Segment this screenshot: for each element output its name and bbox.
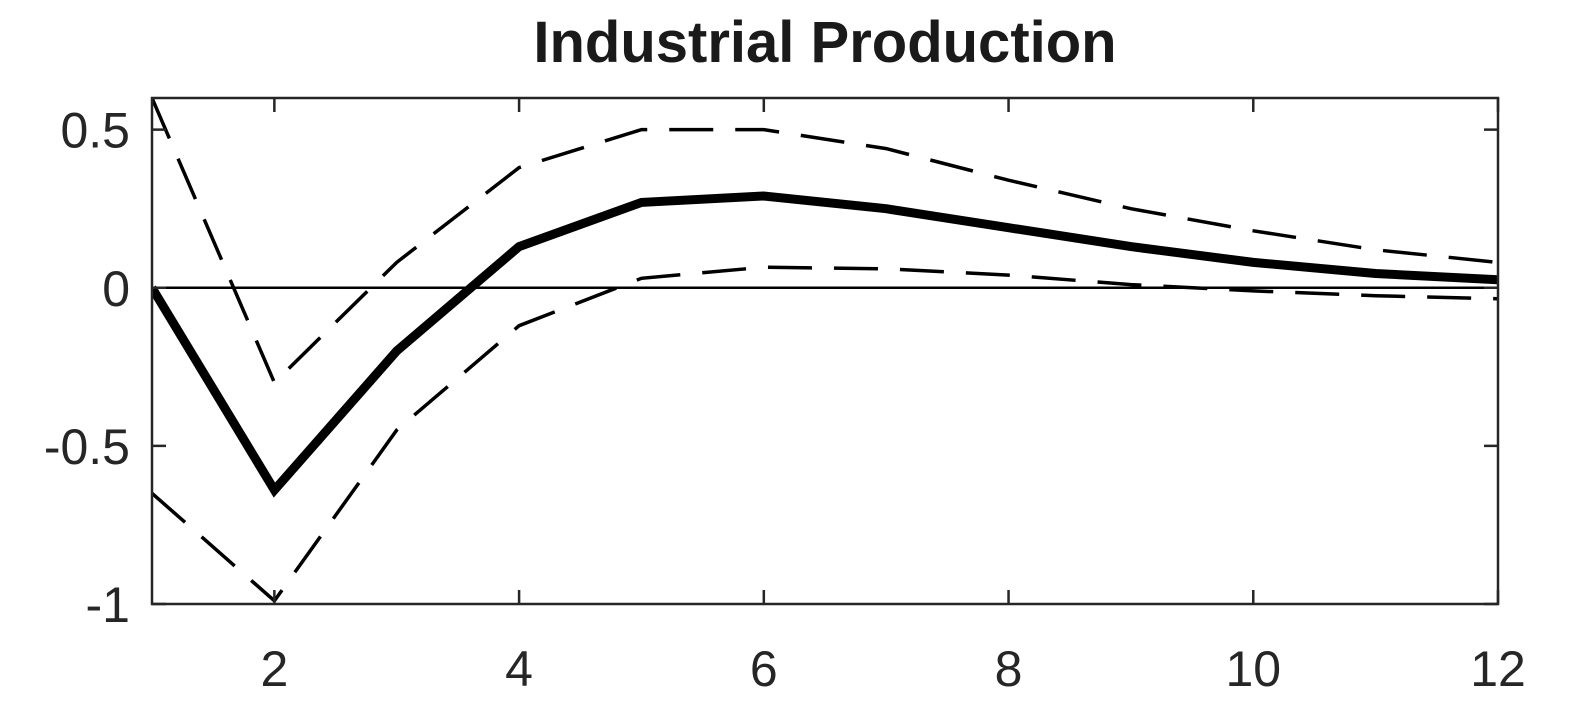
impulse-response-line — [152, 191, 1498, 498]
plot-box — [150, 96, 1500, 606]
axes-layer — [150, 96, 1500, 606]
y-tick-label: -1 — [86, 577, 130, 633]
lower-band-line — [152, 265, 1498, 604]
x-tick-label: 10 — [1225, 641, 1281, 697]
y-tick-label: -0.5 — [44, 419, 130, 475]
x-tick-label: 12 — [1470, 641, 1526, 697]
ticks-layer: 2 4 6 8 10 12 -1 -0.5 0 0.5 — [44, 98, 1526, 697]
chart-title: Industrial Production — [533, 10, 1117, 75]
upper-band-line — [152, 98, 1498, 386]
x-tick-label: 6 — [750, 641, 778, 697]
y-tick-label: 0 — [102, 261, 130, 317]
series-layer — [152, 98, 1498, 604]
y-tick-label: 0.5 — [60, 103, 130, 159]
x-tick-label: 4 — [505, 641, 533, 697]
x-tick-label: 2 — [260, 641, 288, 697]
x-tick-label: 8 — [995, 641, 1023, 697]
